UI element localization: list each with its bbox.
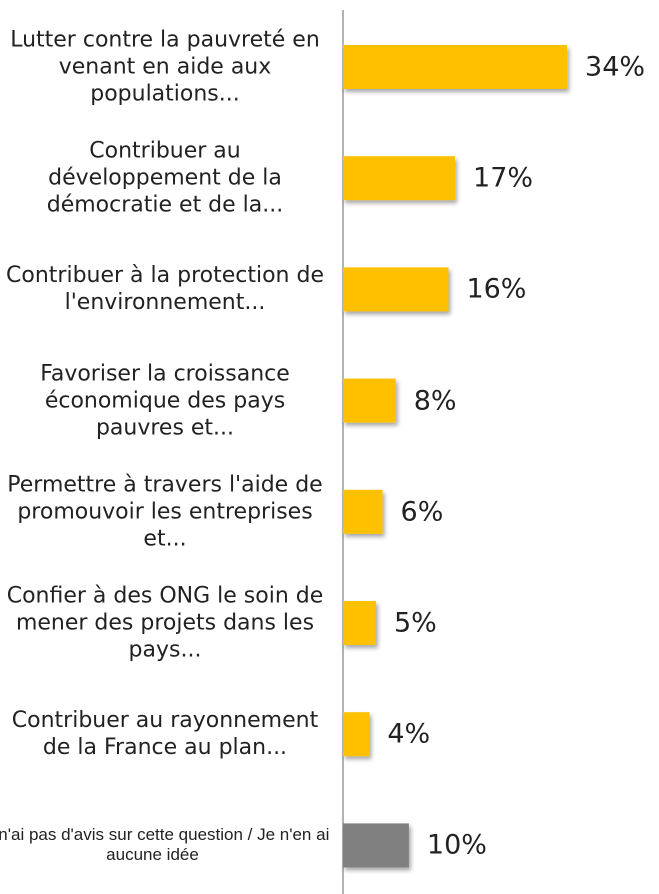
value-label: 4%	[387, 718, 431, 750]
category-label: Contribuer à la protection de l'environn…	[6, 263, 324, 316]
bar	[343, 378, 396, 423]
category-label: Contribuer au développement de la démocr…	[46, 138, 284, 218]
category-label: Favoriser la croissance économique des p…	[40, 361, 290, 441]
bar	[343, 267, 449, 312]
category-label: Confier à des ONG le soin de mener des p…	[6, 583, 324, 663]
bar	[343, 601, 376, 645]
value-label: 6%	[400, 496, 444, 528]
bar	[343, 45, 568, 89]
category-label: Je n'ai pas d'avis sur cette question / …	[0, 825, 330, 865]
bar	[343, 156, 456, 201]
value-label: 8%	[413, 385, 457, 417]
value-label: 16%	[466, 273, 527, 305]
category-label: Permettre à travers l'aide de promouvoir…	[7, 472, 323, 552]
bar	[343, 489, 383, 534]
value-label: 10%	[426, 829, 487, 861]
category-label: Contribuer au rayonnement de la France a…	[11, 708, 319, 761]
value-label: 34%	[585, 51, 646, 83]
value-label: 17%	[473, 162, 534, 194]
value-label: 5%	[393, 607, 437, 639]
bar	[343, 712, 370, 757]
bar	[343, 823, 409, 868]
category-label: Lutter contre la pauvreté en venant en a…	[10, 27, 320, 107]
